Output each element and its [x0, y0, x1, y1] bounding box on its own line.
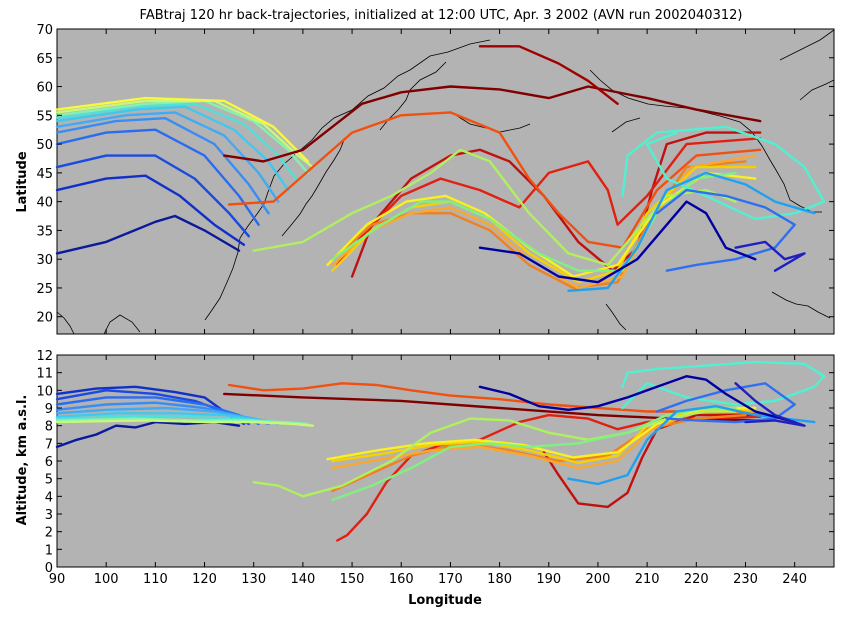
altitude-trajectory-15 [331, 410, 757, 470]
coastline-japan [281, 139, 345, 237]
altitude-trajectory-9 [55, 419, 314, 427]
altitude-ytick-label: 11 [36, 367, 53, 382]
altitude-xtick-label: 180 [487, 572, 512, 587]
coastline-hawaii [605, 303, 627, 331]
map-ytick-label: 70 [36, 23, 53, 38]
altitude-xtick-label: 90 [49, 572, 66, 587]
altitude-trajectory-8 [55, 417, 309, 426]
map-ytick-label: 50 [36, 138, 53, 153]
map-ytick-label: 25 [36, 282, 53, 297]
chart-title: FABtraj 120 hr back-trajectories, initia… [140, 8, 743, 23]
altitude-ytick-label: 4 [45, 490, 53, 505]
map-trajectory-2 [55, 154, 250, 238]
altitude-xtick-label: 160 [389, 572, 414, 587]
altitude-xtick-label: 110 [143, 572, 168, 587]
altitude-ytick-label: 6 [45, 455, 53, 470]
altitude-xtick-label: 230 [733, 572, 758, 587]
altitude-xlabel: Longitude [408, 593, 482, 608]
map-trajectory-11 [223, 85, 762, 163]
map-trajectory-25 [478, 200, 757, 284]
altitude-xtick-label: 100 [94, 572, 119, 587]
altitude-x-ticks: 90 100 110 120 130 140 150 160 170 180 190 200 210 22… [49, 355, 807, 587]
map-ytick-label: 55 [36, 109, 53, 124]
map-panel: 20 25 30 35 40 45 50 55 60 65 70 Latitude [15, 23, 835, 335]
altitude-ytick-label: 12 [36, 349, 53, 364]
altitude-plot-area [56, 354, 835, 568]
map-trajectory-24 [655, 188, 796, 272]
altitude-trajectory-20 [621, 360, 826, 410]
altitude-xtick-label: 190 [536, 572, 561, 587]
altitude-ytick-label: 7 [45, 437, 53, 452]
map-y-ticks: 20 25 30 35 40 45 50 55 60 65 70 [36, 23, 834, 326]
altitude-ytick-label: 2 [45, 526, 53, 541]
altitude-ytick-label: 10 [36, 384, 53, 399]
altitude-xtick-label: 130 [241, 572, 266, 587]
altitude-xtick-label: 200 [586, 572, 611, 587]
altitude-ytick-label: 9 [45, 402, 53, 417]
map-ytick-label: 65 [36, 52, 53, 67]
altitude-trajectories [55, 360, 826, 542]
altitude-xtick-label: 220 [684, 572, 709, 587]
map-trajectory-12 [478, 45, 619, 105]
map-trajectory-15 [227, 111, 762, 249]
map-trajectory-5 [55, 111, 280, 203]
altitude-xtick-label: 240 [782, 572, 807, 587]
map-trajectories [55, 45, 826, 292]
altitude-ytick-label: 1 [45, 543, 53, 558]
map-plot-area [56, 28, 835, 335]
map-trajectory-1 [55, 174, 246, 246]
altitude-trajectory-18 [252, 410, 737, 498]
coastline-east-asia [56, 69, 411, 335]
altitude-xtick-label: 170 [438, 572, 463, 587]
altitude-trajectory-23 [478, 375, 796, 424]
altitude-ytick-label: 3 [45, 508, 53, 523]
altitude-trajectory-13 [227, 382, 762, 415]
coastlines [56, 29, 835, 335]
map-trajectory-23 [567, 171, 816, 292]
altitude-xtick-label: 150 [340, 572, 365, 587]
map-x-ticks [56, 29, 796, 334]
map-trajectory-13 [350, 131, 762, 278]
map-ylabel: Latitude [15, 151, 30, 213]
altitude-ytick-label: 5 [45, 473, 53, 488]
altitude-xtick-label: 140 [290, 572, 315, 587]
coastline-siberia [409, 39, 491, 71]
altitude-trajectory-22 [655, 382, 796, 424]
map-ytick-label: 20 [36, 311, 53, 326]
altitude-trajectory-19 [331, 406, 737, 502]
map-trajectory-9 [55, 99, 314, 169]
map-trajectory-7 [55, 102, 300, 183]
map-ytick-label: 60 [36, 81, 53, 96]
coastline-alaska [589, 29, 835, 213]
map-trajectory-0 [55, 214, 241, 255]
coastline-baja [771, 291, 831, 319]
map-trajectory-6 [55, 105, 290, 192]
altitude-xtick-label: 210 [635, 572, 660, 587]
map-trajectory-4 [55, 117, 270, 215]
map-trajectory-10 [55, 96, 309, 163]
map-trajectory-14 [336, 137, 762, 267]
map-trajectory-22 [621, 125, 826, 221]
altitude-ytick-label: 0 [45, 561, 53, 576]
map-ytick-label: 30 [36, 253, 53, 268]
map-trajectory-26 [734, 240, 806, 272]
map-ytick-label: 45 [36, 167, 53, 182]
altitude-trajectory-12 [336, 413, 762, 542]
altitude-ylabel: Altitude, km a.s.l. [15, 395, 30, 526]
altitude-ytick-label: 8 [45, 420, 53, 435]
map-trajectory-3 [55, 128, 260, 226]
map-ytick-label: 40 [36, 196, 53, 211]
altitude-xtick-label: 120 [192, 572, 217, 587]
map-ytick-label: 35 [36, 224, 53, 239]
altitude-trajectory-24 [734, 382, 806, 427]
